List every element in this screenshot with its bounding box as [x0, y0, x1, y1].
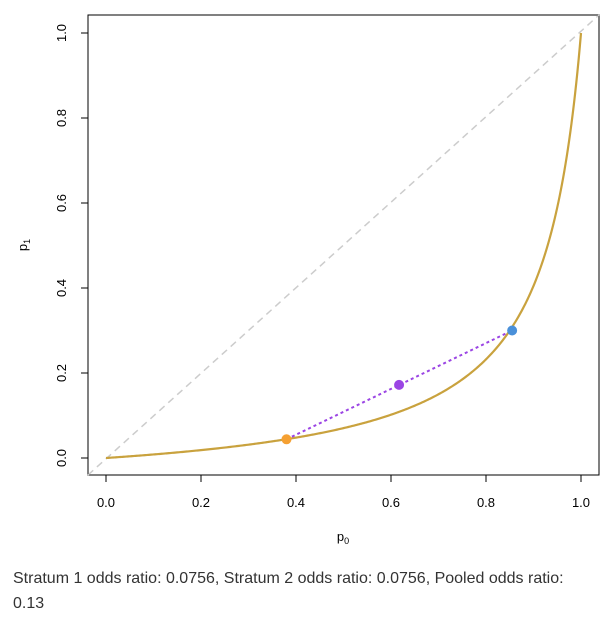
reference-diagonal-line	[87, 14, 600, 476]
y-axis-label: p1	[15, 239, 32, 251]
chart: 0.0 0.2 0.4 0.6 0.8 1.0 0.0 0.2 0.4 0.6 0.8 1.0 p0…	[15, 14, 600, 546]
y-tick-label: 0.6	[54, 194, 69, 212]
point-pooled	[394, 379, 405, 390]
odds-ratio-curve	[105, 32, 583, 460]
y-axis: 0.0 0.2 0.4 0.6 0.8 1.0	[54, 24, 89, 467]
y-tick-label: 0.8	[54, 109, 69, 127]
x-tick-label: 1.0	[572, 495, 590, 510]
y-tick-label: 0.2	[54, 364, 69, 382]
x-tick-label: 0.0	[97, 495, 115, 510]
y-tick-label: 0.0	[54, 449, 69, 467]
y-tick-label: 0.4	[54, 279, 69, 297]
x-axis: 0.0 0.2 0.4 0.6 0.8 1.0	[97, 474, 590, 510]
x-tick-label: 0.6	[382, 495, 400, 510]
x-tick-label: 0.4	[287, 495, 305, 510]
data-points	[281, 325, 518, 445]
point-stratum-2	[507, 325, 518, 336]
odds-ratio-caption: Stratum 1 odds ratio: 0.0756, Stratum 2 …	[13, 570, 564, 612]
x-tick-label: 0.2	[192, 495, 210, 510]
y-tick-label: 1.0	[54, 24, 69, 42]
x-tick-label: 0.8	[477, 495, 495, 510]
x-axis-label: p0	[337, 529, 349, 546]
point-stratum-1	[281, 434, 292, 445]
